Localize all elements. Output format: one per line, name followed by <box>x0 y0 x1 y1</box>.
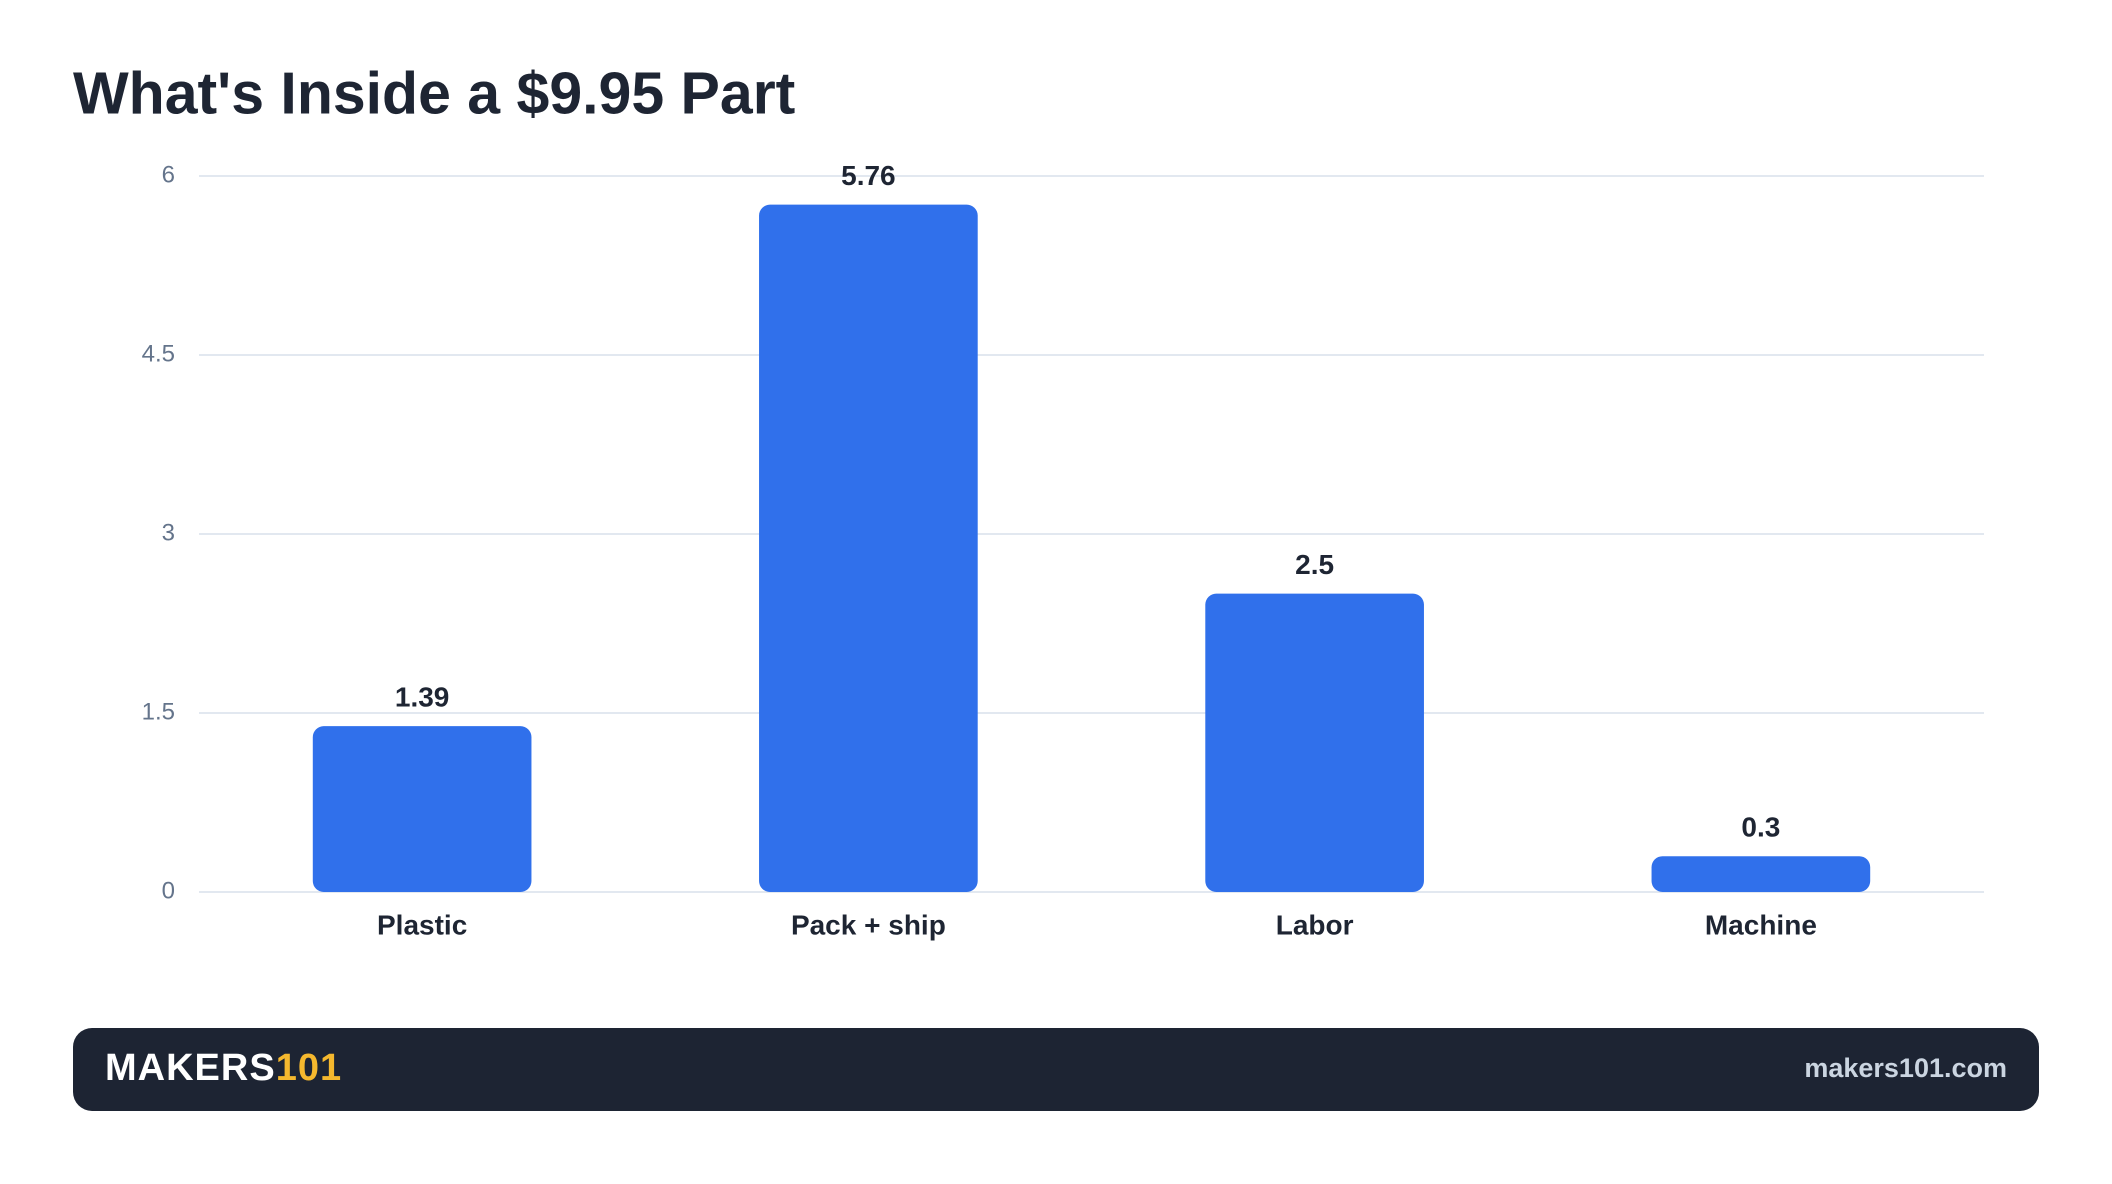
brand-name: MAKERS <box>105 1047 276 1089</box>
x-tick-label: Machine <box>1705 909 1817 940</box>
value-label: 1.39 <box>395 682 450 713</box>
brand-accent: 101 <box>276 1047 342 1089</box>
x-tick-label: Plastic <box>377 909 467 940</box>
bar <box>312 726 532 892</box>
footer-url: makers101.com <box>1804 1053 2007 1083</box>
y-tick-label: 6 <box>162 161 175 188</box>
y-tick-label: 1.5 <box>142 698 175 725</box>
value-label: 0.3 <box>1741 812 1780 843</box>
footer-brand: MAKERS101 <box>105 1047 342 1089</box>
y-tick-label: 4.5 <box>142 340 175 367</box>
x-tick-label: Pack + ship <box>791 909 946 940</box>
x-tick-label: Labor <box>1276 909 1354 940</box>
footer-bar <box>73 1028 2039 1111</box>
bar <box>1205 593 1424 892</box>
bar <box>1651 856 1871 892</box>
value-label: 5.76 <box>841 160 896 191</box>
y-tick-label: 3 <box>162 519 175 546</box>
bar <box>759 204 978 892</box>
chart-title: What's Inside a $9.95 Part <box>73 61 795 127</box>
value-label: 2.5 <box>1295 549 1334 580</box>
y-tick-label: 0 <box>162 877 175 904</box>
